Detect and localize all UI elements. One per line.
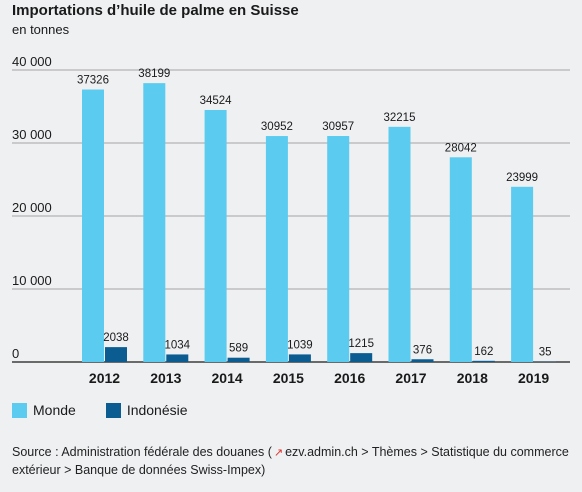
bar-monde [511, 186, 534, 362]
source-suffix: > Thèmes > Statistique du commerce extér… [12, 445, 569, 477]
value-label-monde: 30957 [322, 121, 354, 133]
legend: Monde Indonésie [12, 402, 218, 418]
y-tick-label: 0 [12, 346, 19, 361]
x-tick-label: 2013 [150, 370, 181, 386]
bar-monde [143, 83, 166, 362]
value-label-indonesie: 1215 [348, 338, 374, 350]
bar-indonesie [227, 357, 250, 362]
external-link-icon: ↗ [273, 447, 284, 459]
value-label-monde: 32215 [384, 112, 416, 124]
bar-indonesie [472, 360, 495, 362]
bar-monde [204, 109, 227, 363]
x-tick-label: 2018 [457, 370, 488, 386]
x-tick-label: 2015 [273, 370, 304, 386]
y-tick-label: 10 000 [12, 273, 52, 288]
bar-indonesie [350, 353, 373, 362]
value-label-monde: 30952 [261, 121, 293, 133]
bar-monde [327, 136, 350, 362]
legend-swatch-monde [12, 402, 27, 418]
legend-label-monde: Monde [33, 402, 76, 418]
bar-indonesie [411, 359, 434, 362]
bar-indonesie [105, 347, 127, 362]
bar-monde [449, 157, 472, 362]
value-label-indonesie: 1034 [165, 339, 191, 351]
source-link[interactable]: ezv.admin.ch [285, 445, 358, 459]
source-prefix: Source : Administration fédérale des dou… [12, 445, 272, 459]
bar-chart: 0 10 000 20 000 30 000 40 000 37326 2038 2012 38… [12, 54, 570, 386]
value-label-indonesie: 162 [474, 346, 493, 358]
value-label-indonesie: 2038 [103, 332, 129, 344]
chart-title: Importations d’huile de palme en Suisse [12, 2, 299, 19]
source-note: Source : Administration fédérale des dou… [12, 444, 572, 479]
value-label-indonesie: 35 [539, 347, 552, 359]
value-label-indonesie: 376 [413, 344, 432, 356]
bar-indonesie [288, 354, 311, 362]
y-tick-label: 30 000 [12, 127, 52, 142]
value-label-monde: 23999 [506, 172, 538, 184]
y-axis-unit-label: en tonnes [12, 22, 70, 37]
legend-item-indonesie: Indonésie [105, 402, 188, 418]
legend-swatch-indonesie [105, 402, 121, 418]
value-label-monde: 28042 [445, 142, 477, 154]
y-tick-label: 20 000 [12, 200, 52, 215]
bar-monde [82, 89, 104, 362]
value-label-monde: 37326 [77, 75, 109, 87]
value-label-indonesie: 1039 [287, 339, 313, 351]
value-label-monde: 38199 [138, 68, 170, 80]
x-tick-label: 2014 [212, 370, 243, 386]
y-tick-label: 40 000 [12, 54, 52, 69]
value-label-indonesie: 589 [229, 343, 248, 355]
x-tick-label: 2016 [334, 370, 365, 386]
x-tick-label: 2012 [89, 370, 120, 386]
bar-monde [265, 136, 288, 362]
bar-indonesie [166, 354, 189, 362]
legend-label-indonesie: Indonésie [126, 402, 188, 418]
x-tick-label: 2017 [395, 370, 426, 386]
value-label-monde: 34524 [200, 95, 233, 107]
x-tick-label: 2019 [518, 370, 549, 386]
legend-item-monde: Monde [12, 402, 76, 418]
bar-monde [388, 126, 411, 362]
